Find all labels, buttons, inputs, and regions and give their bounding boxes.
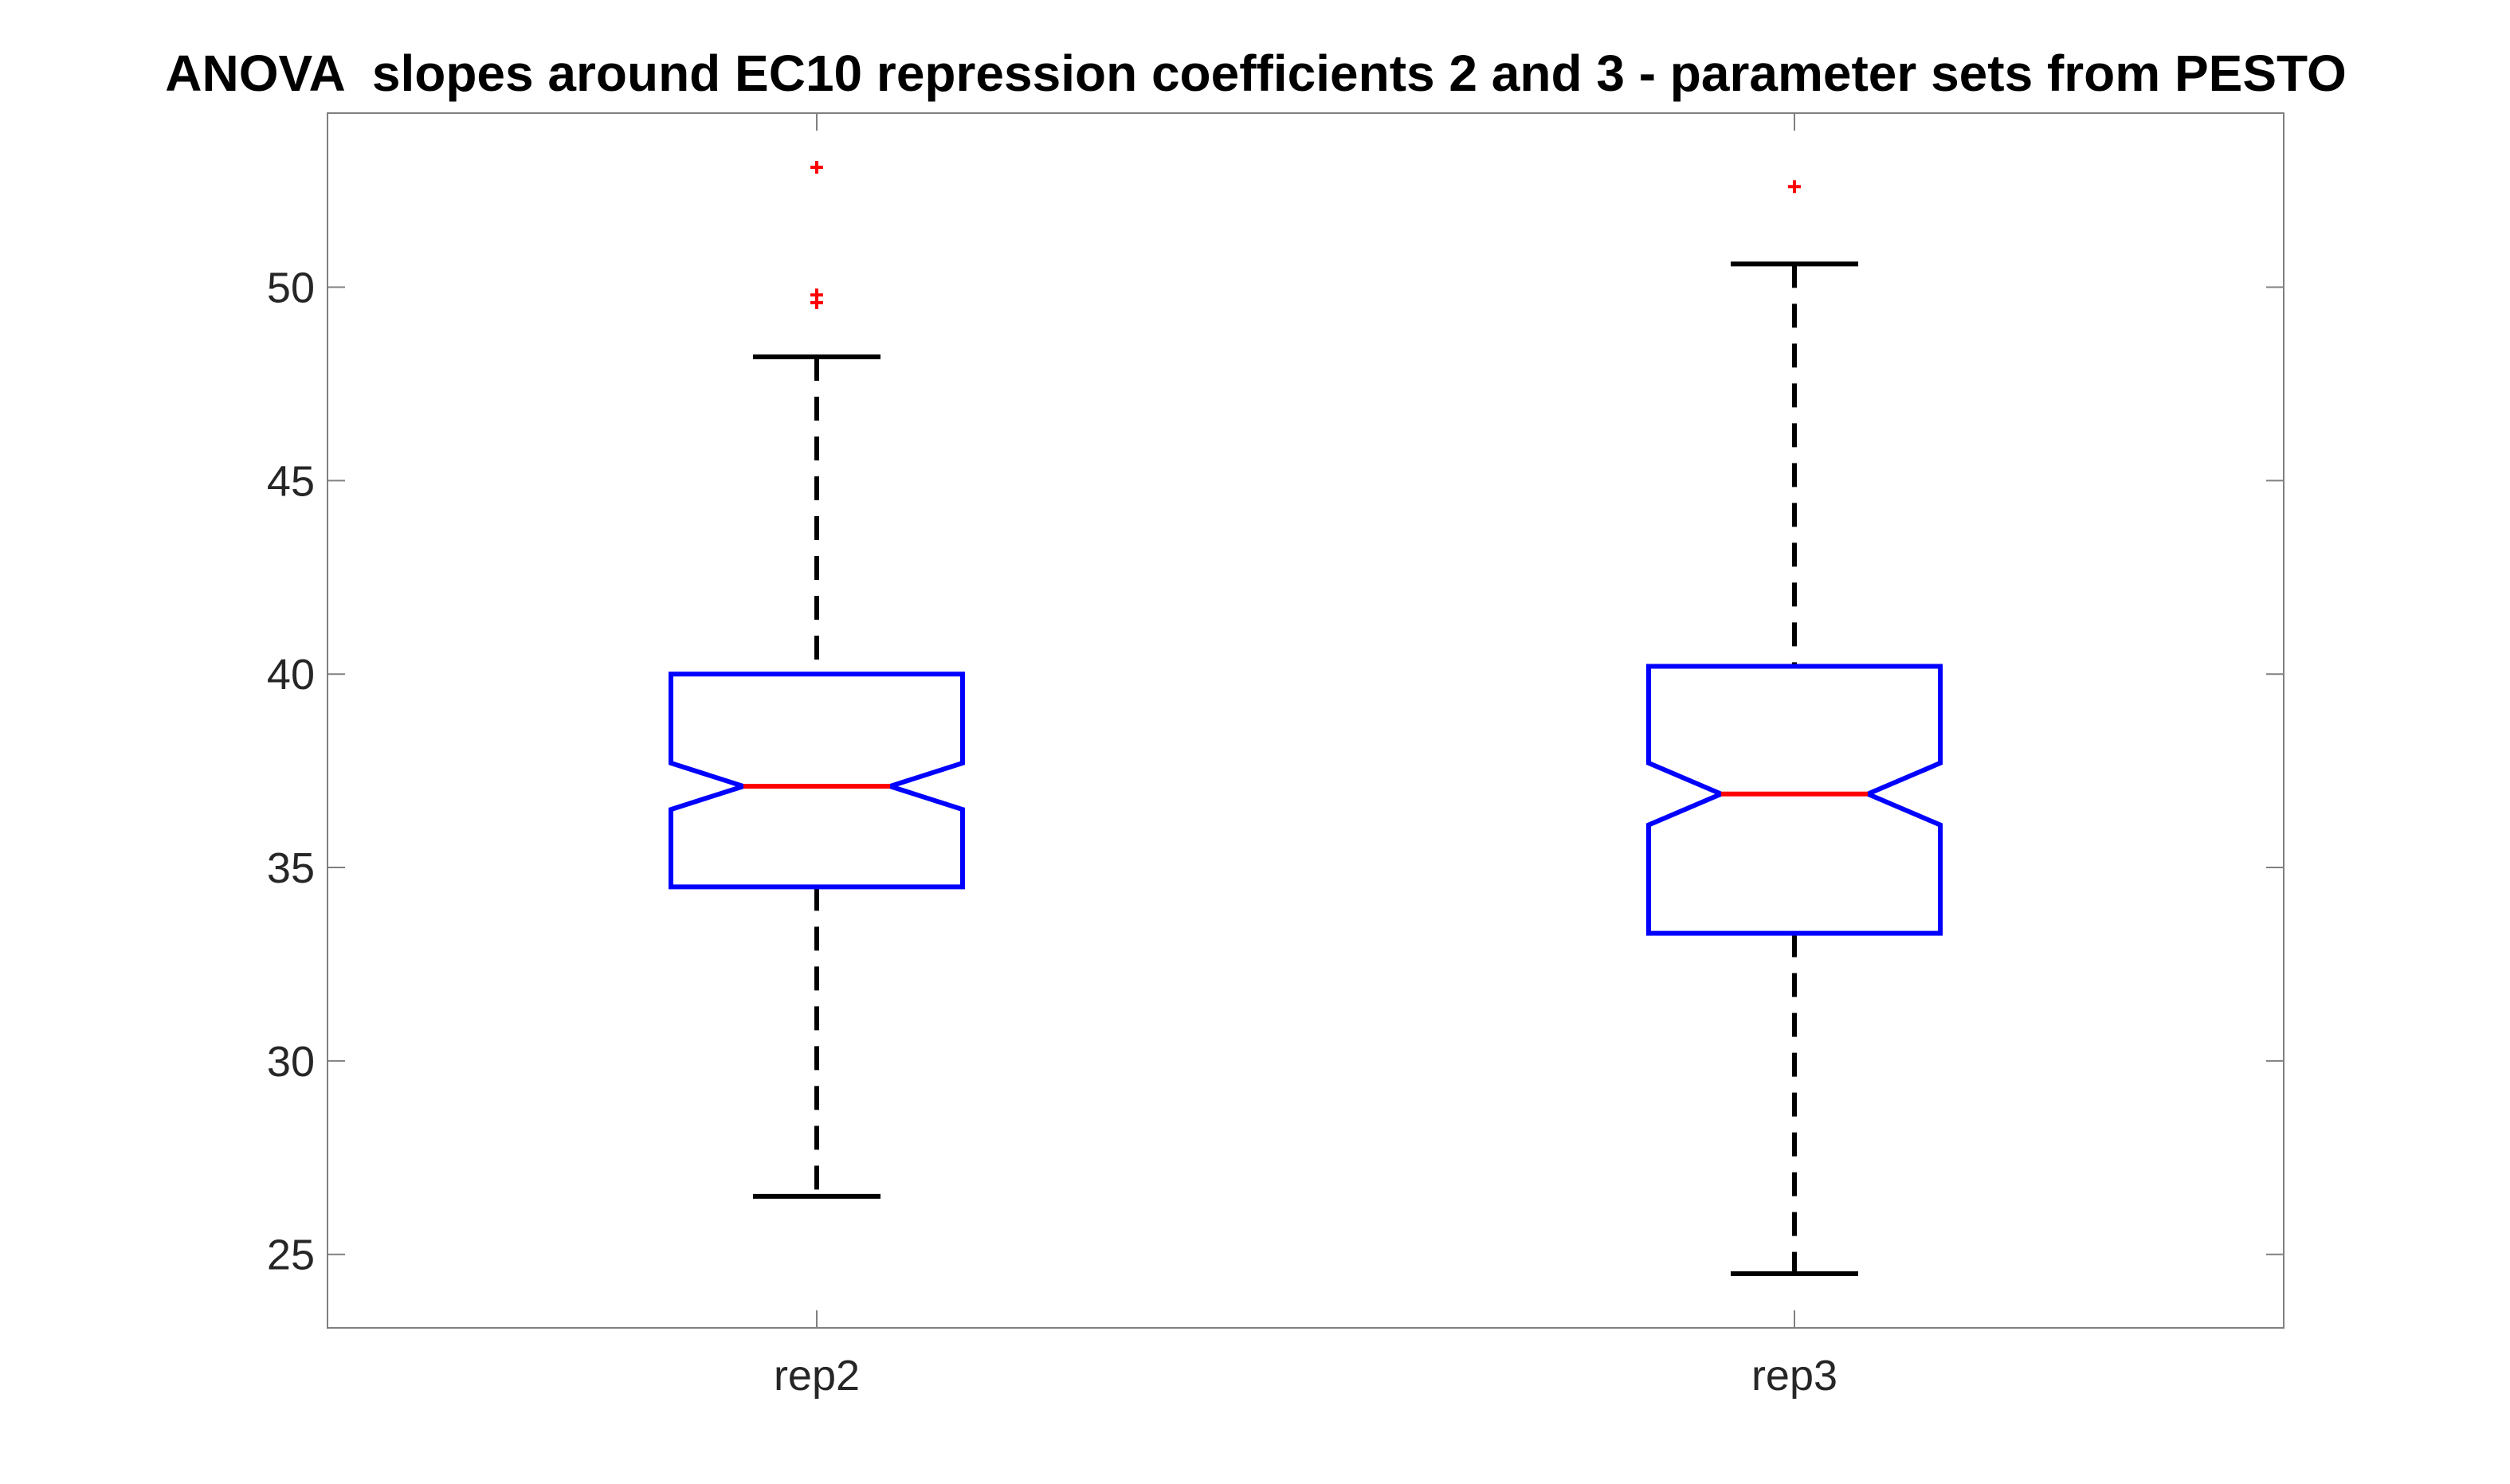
boxes bbox=[669, 160, 1943, 1277]
x-axis: rep2 rep3 bbox=[774, 113, 1837, 1400]
y-axis: 25 30 35 40 45 50 bbox=[267, 264, 2284, 1279]
notched-box bbox=[669, 672, 965, 890]
box-group-rep3 bbox=[1646, 180, 1943, 1277]
y-tick-label: 25 bbox=[267, 1231, 315, 1279]
y-tick-label: 35 bbox=[267, 844, 315, 892]
y-tick-label: 50 bbox=[267, 264, 315, 312]
plot-area bbox=[327, 112, 2284, 1329]
box-group-rep2 bbox=[669, 160, 965, 1199]
x-tick-label: rep3 bbox=[1751, 1352, 1837, 1400]
y-tick-label: 40 bbox=[267, 651, 315, 699]
y-tick-label: 30 bbox=[267, 1038, 315, 1086]
chart-title: ANOVA slopes around EC10 repression coef… bbox=[165, 45, 2346, 102]
notched-box bbox=[1646, 664, 1943, 936]
x-tick-label: rep2 bbox=[774, 1352, 860, 1400]
y-tick-label: 45 bbox=[267, 457, 315, 505]
